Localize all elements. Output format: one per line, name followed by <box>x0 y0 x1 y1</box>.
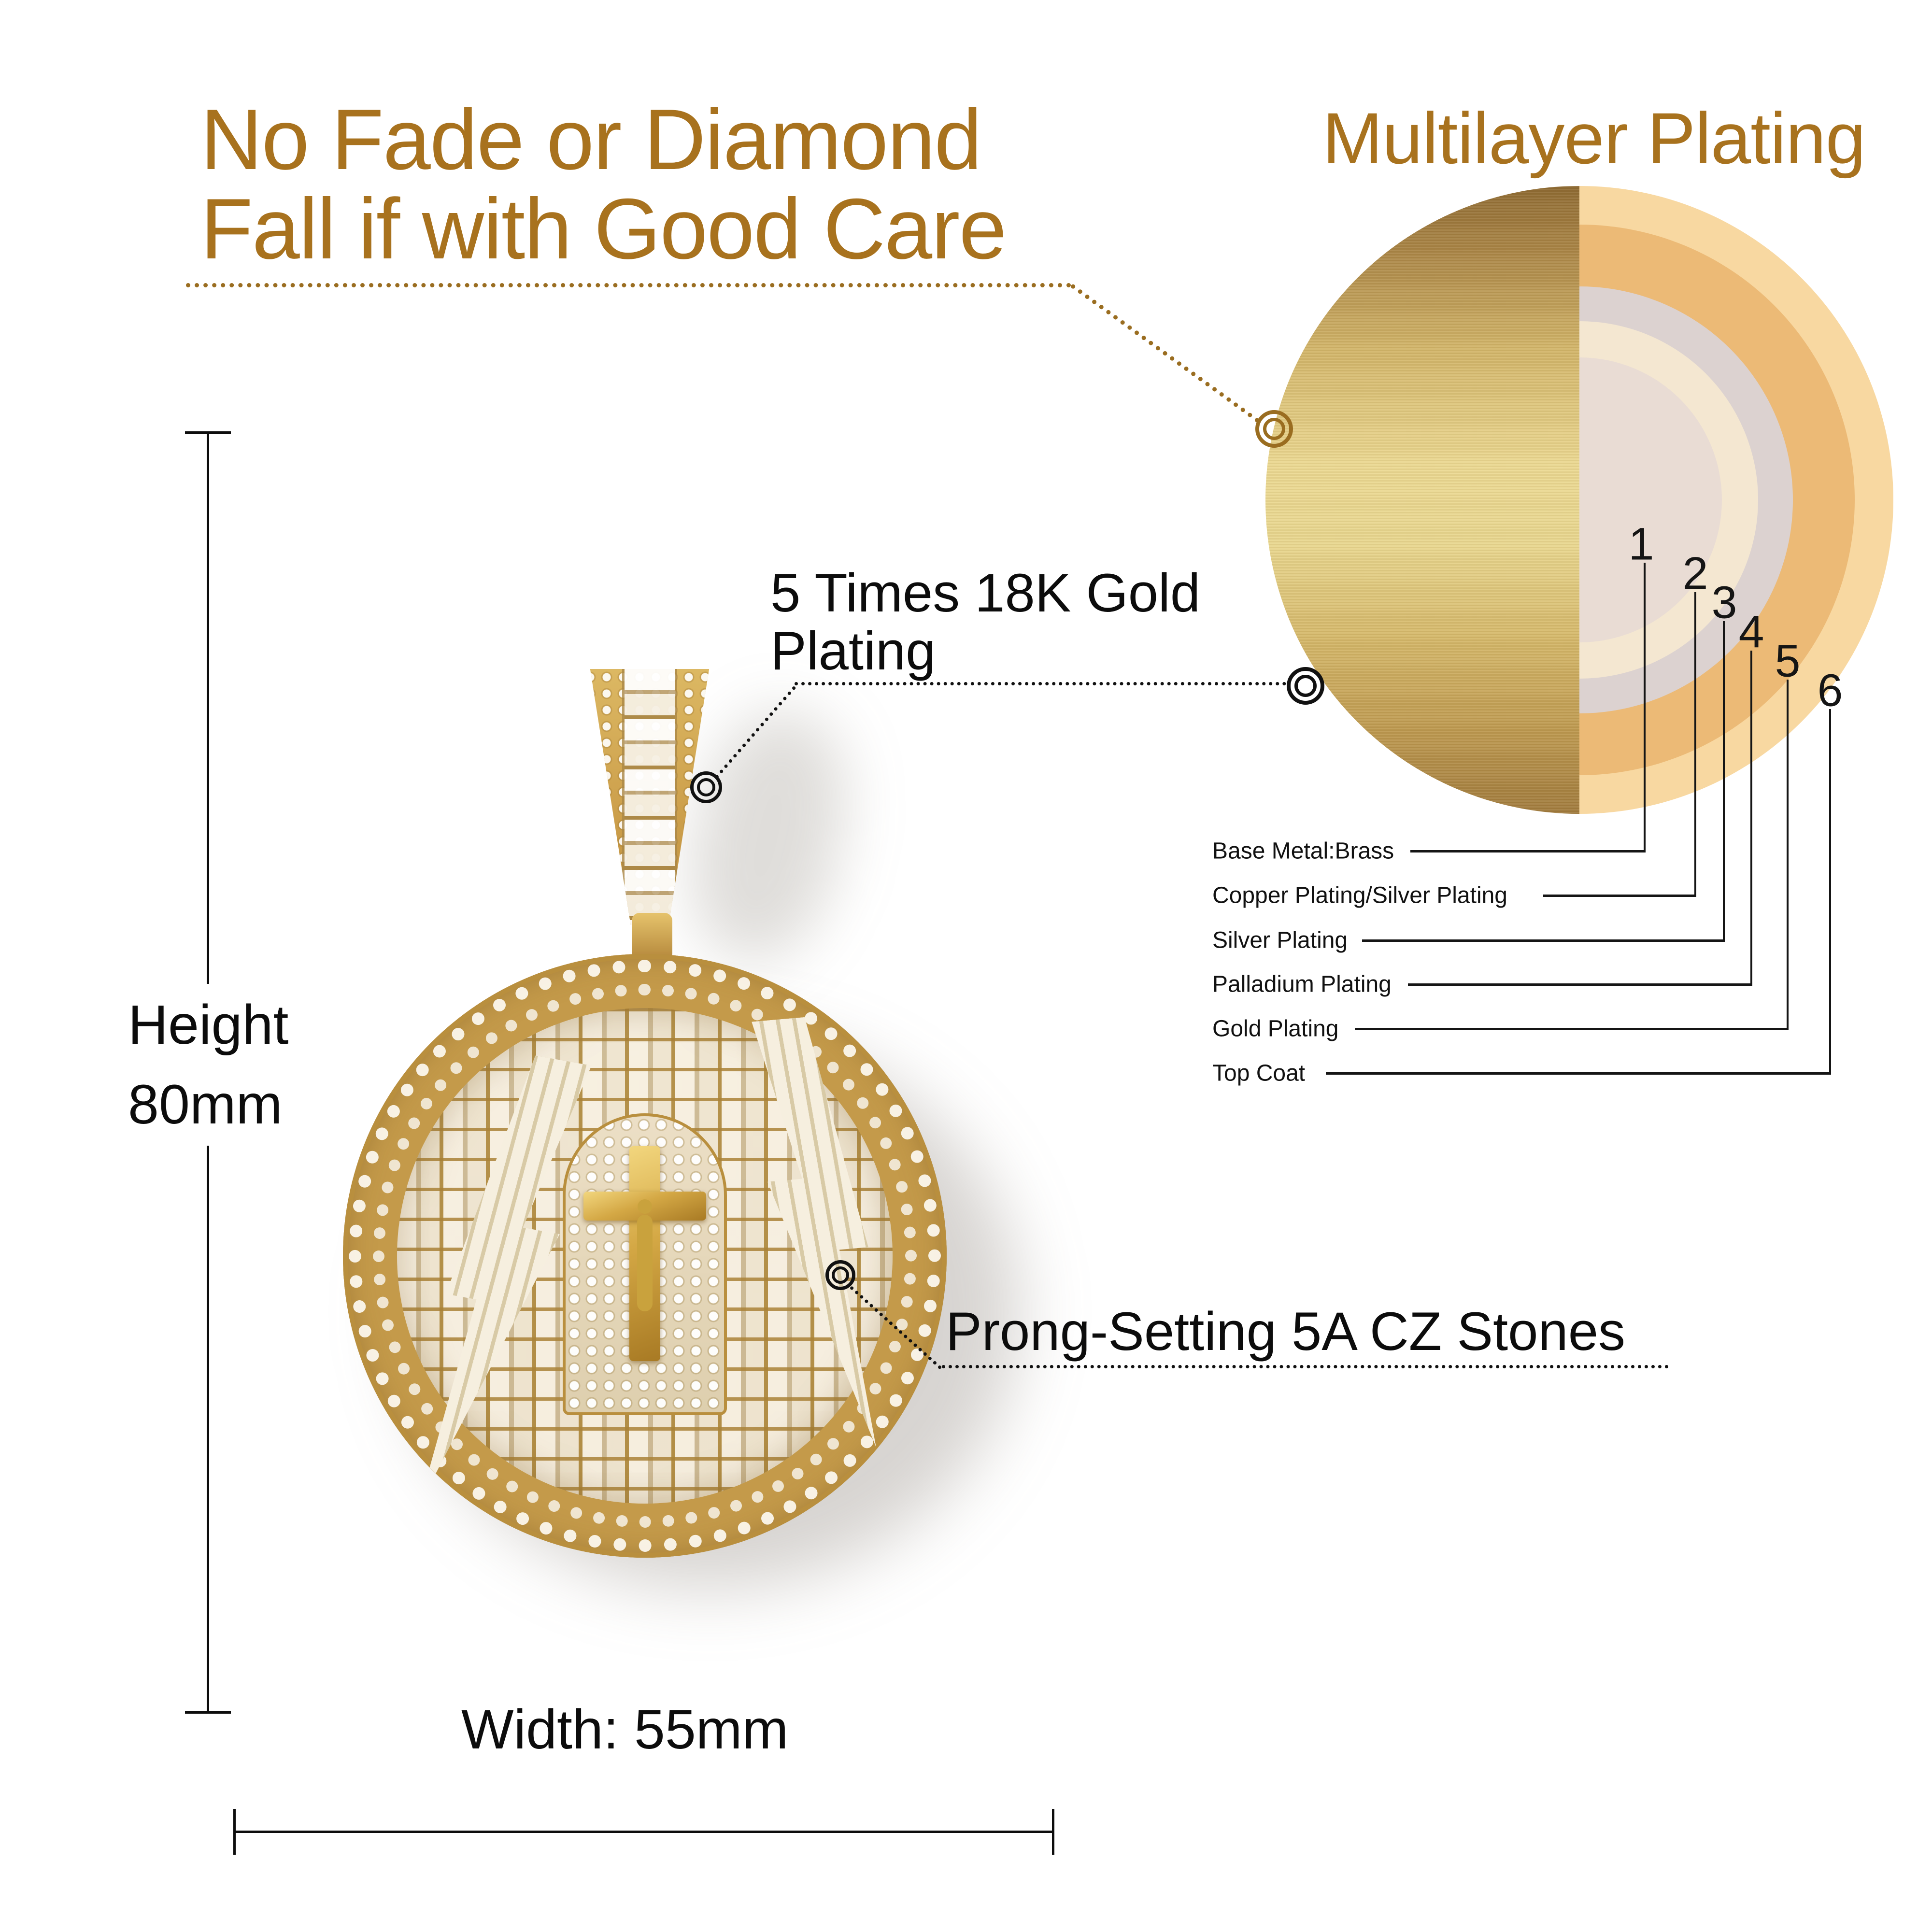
target-ring-inner <box>1263 418 1285 440</box>
gold-plating-line2: Plating <box>770 621 936 681</box>
bail-baguette-column <box>625 669 675 925</box>
height-line-upper <box>207 433 209 984</box>
layer-number-2: 2 <box>1682 548 1708 599</box>
width-line-right-cap <box>1052 1809 1054 1855</box>
prong-setting-dotted-line <box>942 1365 1669 1368</box>
layer-label-copper: Copper Plating/Silver Plating <box>1212 882 1507 909</box>
plating-diagram-title: Multilayer Plating <box>1322 98 1866 179</box>
jesus-figure-body <box>637 1215 653 1311</box>
layer-number-1: 1 <box>1628 518 1654 570</box>
jesus-figure-head <box>638 1199 652 1214</box>
gold-plating-line1: 5 Times 18K Gold <box>770 563 1201 623</box>
width-line <box>233 1831 1054 1833</box>
target-ring-icon-headline <box>1255 410 1293 448</box>
bail-shadow <box>671 697 865 974</box>
prong-setting-annotation: Prong-Setting 5A CZ Stones <box>946 1301 1625 1362</box>
target-ring-icon-gold-layer <box>1287 667 1324 705</box>
width-line-left-cap <box>233 1809 236 1855</box>
layer-label-top-coat: Top Coat <box>1212 1060 1306 1086</box>
sphere-layers-half <box>1579 186 1893 814</box>
layer-label-line-1 <box>1410 850 1646 852</box>
width-dimension-label: Width: 55mm <box>461 1699 789 1761</box>
height-label: Height <box>128 994 289 1056</box>
layer-label-palladium: Palladium Plating <box>1212 971 1392 997</box>
layer-label-line-4 <box>1408 983 1752 986</box>
gold-plating-dotted-line <box>795 682 1286 685</box>
layer-number-5: 5 <box>1775 635 1801 687</box>
plating-sphere-diagram <box>1265 186 1893 814</box>
target-ring-icon-bail <box>690 771 722 803</box>
layer-label-line-3 <box>1362 939 1725 942</box>
height-line-lower <box>207 1146 209 1713</box>
layer-label-line-2 <box>1543 895 1696 897</box>
headline: No Fade or Diamond Fall if with Good Car… <box>200 91 1007 277</box>
sphere-gold-half <box>1265 186 1579 814</box>
layer-number-4: 4 <box>1738 606 1764 658</box>
target-ring-icon-prong <box>825 1260 855 1290</box>
callout-line-2 <box>1694 592 1696 895</box>
gold-plating-annotation: 5 Times 18K Gold Plating <box>770 564 1200 680</box>
headline-line2: Fall if with Good Care <box>200 181 1007 277</box>
height-line-top-cap <box>185 431 231 434</box>
callout-line-4 <box>1750 651 1752 984</box>
headline-dotted-connector <box>1070 283 1260 424</box>
callout-line-6 <box>1829 709 1831 1073</box>
callout-line-5 <box>1787 680 1789 1029</box>
height-dimension-label: Height 80mm <box>128 985 288 1145</box>
layer-number-3: 3 <box>1711 577 1737 628</box>
headline-line1: No Fade or Diamond <box>200 91 982 187</box>
layer-number-6: 6 <box>1817 665 1843 716</box>
layer-label-line-6 <box>1326 1072 1831 1075</box>
layer-label-base-metal: Base Metal:Brass <box>1212 838 1394 864</box>
bail-connector <box>632 913 672 961</box>
layer-label-silver: Silver Plating <box>1212 927 1348 953</box>
height-value: 80mm <box>128 1074 283 1136</box>
pendant-medallion <box>343 954 947 1558</box>
target-ring-inner <box>1294 675 1317 697</box>
target-ring-inner <box>697 778 715 796</box>
headline-dotted-underline <box>186 283 1071 287</box>
callout-line-1 <box>1644 563 1646 851</box>
layer-label-gold: Gold Plating <box>1212 1016 1339 1042</box>
layer-label-line-5 <box>1355 1028 1789 1030</box>
callout-line-3 <box>1723 621 1725 940</box>
height-line-bottom-cap <box>185 1711 231 1714</box>
target-ring-inner <box>832 1266 849 1284</box>
